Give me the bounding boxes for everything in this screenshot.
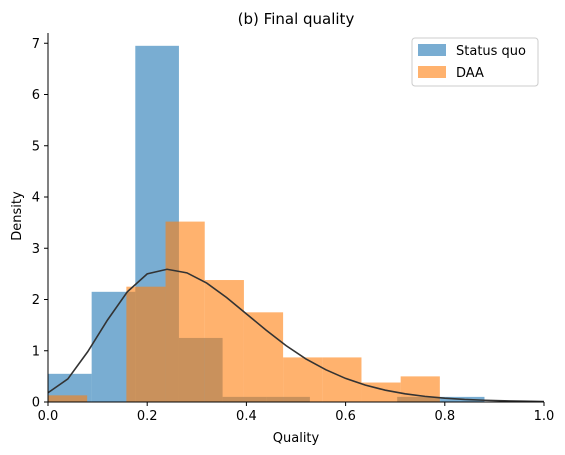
bar-daa-4 (204, 280, 244, 402)
legend-label-daa: DAA (456, 66, 484, 81)
bar-daa-3 (165, 221, 205, 402)
chart-title: (b) Final quality (238, 10, 355, 28)
x-tick-label-4: 0.8 (434, 409, 455, 424)
x-tick-label-1: 0.2 (137, 409, 158, 424)
density-curve (47, 268, 545, 403)
y-tick-label-2: 2 (32, 293, 40, 308)
y-tick-label-5: 5 (32, 139, 40, 154)
x-tick-label-5: 1.0 (534, 409, 555, 424)
legend-label-status-quo: Status quo (456, 44, 526, 59)
curve-layer (47, 268, 545, 403)
ticks-layer: 0.0 0.2 0.4 0.6 0.8 1.0 0 1 2 3 4 5 6 7 (32, 37, 555, 424)
bar-daa-9 (400, 376, 440, 402)
y-tick-label-0: 0 (32, 396, 40, 411)
bar-daa-5 (243, 312, 284, 402)
bar-daa-0 (48, 395, 88, 402)
x-tick-label-2: 0.4 (236, 409, 257, 424)
legend-swatch-status-quo (418, 44, 446, 56)
x-tick-label-0: 0.0 (38, 409, 59, 424)
bars-layer (48, 45, 485, 402)
y-tick-label-4: 4 (32, 191, 40, 206)
y-tick-label-3: 3 (32, 242, 40, 257)
y-tick-label-7: 7 (32, 37, 40, 52)
bar-daa-2 (126, 286, 166, 402)
y-tick-label-6: 6 (32, 88, 40, 103)
y-tick-label-1: 1 (32, 344, 40, 359)
bar-daa-7 (322, 357, 362, 402)
legend-swatch-daa (418, 66, 446, 78)
y-axis-label: Density (10, 191, 25, 241)
x-axis-label: Quality (273, 431, 320, 446)
legend: Status quo DAA (411, 37, 539, 87)
x-tick-label-3: 0.6 (335, 409, 356, 424)
